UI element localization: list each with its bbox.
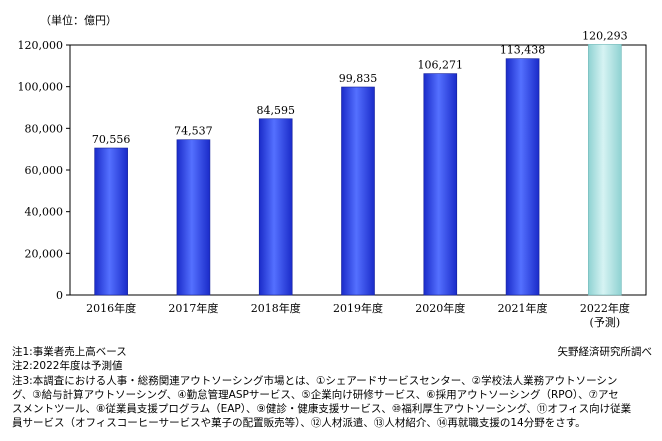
x-tick-label: 2018年度 (251, 301, 301, 315)
data-label: 99,835 (339, 72, 378, 85)
source-credit: 矢野経済研究所調べ (557, 346, 653, 358)
data-bar (341, 86, 375, 296)
note-line: 員サービス（オフィスコーヒーサービスや菓子の配置販売等）、⑫人材派遣、⑬人材紹介… (12, 417, 586, 430)
note-line: 注3:本調査における人事・総務関連アウトソーシング市場とは、①シェアードサービス… (12, 374, 618, 387)
x-tick-label: 2022年度 (580, 301, 630, 315)
y-tick-label: 40,000 (25, 206, 64, 219)
x-tick-label: 2016年度 (86, 301, 136, 315)
data-bar (94, 147, 128, 296)
x-tick-label: 2021年度 (498, 301, 548, 315)
data-label: 70,556 (92, 133, 131, 146)
data-bar (423, 73, 458, 296)
data-label: 120,293 (582, 29, 628, 42)
y-tick-label: 0 (56, 289, 63, 302)
y-tick-label: 20,000 (25, 247, 64, 260)
data-label: 113,438 (500, 44, 546, 57)
x-tick-label: 2019年度 (333, 301, 383, 315)
note-line: グ、③給与計算アウトソーシング、④勤怠管理ASPサービス、⑤企業向け研修サービス… (12, 388, 619, 401)
data-bar (505, 58, 540, 296)
x-tick-label: 2020年度 (415, 301, 465, 315)
y-tick-label: 80,000 (25, 122, 64, 135)
y-tick-label: 60,000 (25, 164, 64, 177)
note-line: スメントツール、⑧従業員支援プログラム（EAP）、⑨健診・健康支援サービス、⑩福… (12, 403, 632, 416)
y-tick-label: 120,000 (18, 39, 64, 52)
data-label: 74,537 (174, 125, 213, 138)
data-label: 106,271 (418, 59, 464, 72)
data-bar (258, 118, 293, 296)
x-tick-label: 2017年度 (168, 301, 218, 315)
notes: 注1:事業者売上高ベース 注2:2022年度は予測値 注3:本調査における人事・… (12, 345, 652, 431)
bar-chart: （単位：億円） 0 20,000 40,000 60,000 80,000 100,000… (18, 13, 647, 329)
unit-label: （単位：億円） (40, 13, 117, 27)
data-label: 84,595 (256, 104, 295, 117)
note-line: 注2:2022年度は予測値 (12, 360, 123, 373)
data-bar (176, 139, 211, 296)
forecast-bar (588, 44, 622, 296)
x-tick-sublabel: (予測) (590, 315, 621, 329)
note-line: 注1:事業者売上高ベース (12, 346, 127, 358)
y-tick-label: 100,000 (18, 81, 64, 94)
